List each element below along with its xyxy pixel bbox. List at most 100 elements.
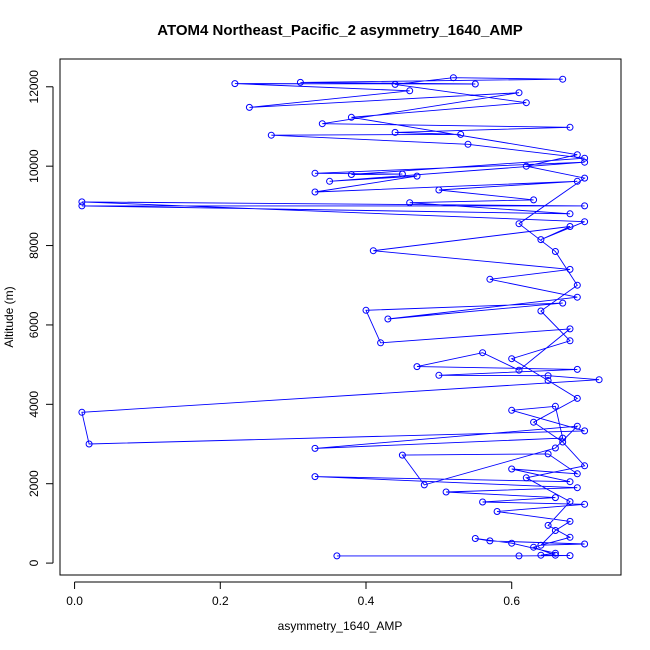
data-point	[435, 371, 443, 379]
x-tick-label: 0.4	[358, 594, 375, 608]
data-point	[311, 473, 319, 481]
data-point	[566, 533, 574, 541]
data-point	[573, 484, 581, 492]
data-point	[566, 498, 574, 506]
data-point	[573, 394, 581, 402]
data-point	[231, 80, 239, 88]
data-point	[318, 120, 326, 128]
data-point	[551, 551, 559, 559]
y-tick-label: 12000	[27, 70, 41, 104]
data-point	[537, 541, 545, 549]
data-point	[391, 128, 399, 136]
data-point	[581, 218, 589, 226]
x-axis: 0.0 0.2 0.4 0.6	[66, 581, 520, 608]
data-point	[413, 363, 421, 371]
y-axis: 0 2000 4000 6000 8000 10000 12000	[27, 70, 54, 566]
data-point	[530, 196, 538, 204]
data-point	[479, 349, 487, 357]
data-point	[537, 307, 545, 315]
data-point	[78, 202, 86, 210]
data-point	[515, 89, 523, 97]
data-point	[406, 199, 414, 207]
data-point	[347, 113, 355, 121]
data-point	[398, 170, 406, 178]
data-point	[581, 174, 589, 182]
data-point	[493, 508, 501, 515]
data-point	[508, 406, 516, 414]
x-tick-label: 0.2	[212, 594, 229, 608]
data-point	[530, 543, 538, 551]
data-point	[573, 365, 581, 373]
data-point	[566, 223, 574, 230]
data-point	[311, 444, 319, 452]
data-point	[573, 293, 581, 301]
y-tick-label: 6000	[27, 311, 41, 338]
data-point	[522, 99, 530, 107]
data-point	[551, 402, 559, 410]
data-point	[486, 275, 494, 283]
data-point	[398, 451, 406, 459]
data-point	[347, 171, 355, 178]
data-point	[581, 427, 589, 435]
data-point	[544, 377, 552, 384]
data-point	[581, 202, 589, 210]
data-point	[326, 177, 334, 185]
x-tick-label: 0.6	[503, 594, 520, 608]
data-point	[551, 494, 559, 502]
data-point	[78, 408, 86, 416]
x-tick-label: 0.0	[66, 594, 83, 608]
data-point	[581, 154, 589, 162]
data-point	[413, 172, 421, 180]
data-point	[449, 74, 457, 82]
data-point	[486, 537, 494, 545]
data-point	[515, 366, 523, 374]
data-point	[551, 527, 559, 534]
data-point	[566, 325, 574, 333]
data-point	[544, 450, 552, 458]
data-point	[566, 337, 574, 345]
data-point	[362, 306, 370, 314]
data-point	[566, 552, 574, 560]
data-point	[551, 248, 559, 255]
data-point	[522, 474, 530, 482]
data-point	[566, 123, 574, 131]
data-point	[508, 355, 516, 363]
y-tick-label: 0	[27, 559, 41, 566]
data-point	[508, 539, 516, 547]
data-point	[573, 151, 581, 159]
data-point	[551, 549, 559, 557]
y-tick-label: 4000	[27, 391, 41, 418]
y-tick-label: 8000	[27, 232, 41, 259]
data-point	[369, 247, 377, 255]
data-point	[471, 80, 479, 88]
data-point	[559, 75, 567, 83]
data-point	[522, 162, 530, 170]
data-point	[573, 281, 581, 289]
data-point	[544, 521, 552, 529]
data-point	[435, 186, 443, 194]
data-point	[245, 103, 253, 111]
data-point	[544, 372, 552, 380]
data-point	[573, 177, 581, 185]
data-point	[581, 462, 589, 470]
data-point	[581, 540, 589, 548]
data-point	[333, 552, 341, 560]
data-point	[566, 265, 574, 273]
data-point	[471, 535, 479, 542]
y-axis-label: Altitude (m)	[2, 286, 16, 347]
data-point	[573, 422, 581, 430]
data-point	[406, 87, 414, 95]
data-point	[377, 339, 385, 347]
data-point	[311, 169, 319, 177]
y-tick-label: 2000	[27, 470, 41, 497]
data-point	[384, 315, 392, 323]
data-point	[457, 130, 465, 138]
data-point	[559, 299, 567, 307]
data-point	[508, 465, 516, 473]
data-point	[515, 220, 523, 228]
data-point	[530, 418, 538, 426]
data-point	[573, 470, 581, 478]
series-line	[81, 77, 600, 557]
data-point	[559, 434, 567, 442]
